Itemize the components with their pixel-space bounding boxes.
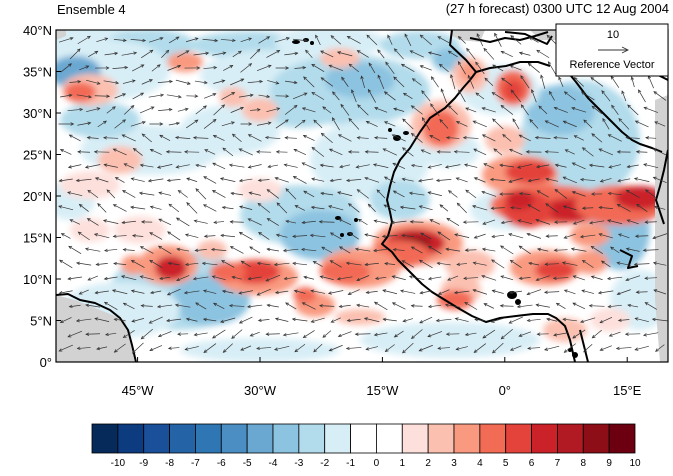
lat-tick-label: 35°N	[23, 65, 52, 80]
colorbar-cells	[92, 424, 635, 453]
colorbar-label: -9	[139, 458, 148, 469]
anomaly-patch	[505, 160, 555, 184]
lat-tick-label: 10°N	[23, 272, 52, 287]
colorbar-label: 9	[606, 458, 612, 469]
colorbar-label: -7	[191, 458, 200, 469]
lon-tick-label: 15°E	[613, 383, 642, 398]
colorbar-label: -4	[269, 458, 278, 469]
anomaly-patch	[320, 48, 360, 68]
anomaly-patch	[485, 126, 525, 154]
lon-tick-label: 45°W	[122, 383, 155, 398]
colorbar-cell	[402, 424, 428, 453]
reference-vector-label: Reference Vector	[570, 59, 655, 71]
colorbar-cell	[325, 424, 351, 453]
anomaly-patch	[445, 250, 495, 280]
lat-tick-label: 5°N	[30, 314, 52, 329]
colorbar-cell	[118, 424, 144, 453]
lat-tick-label: 25°N	[23, 148, 52, 163]
colorbar-label: -1	[346, 458, 355, 469]
anomaly-patch	[155, 256, 187, 280]
island-marker	[292, 40, 300, 44]
island-marker	[354, 218, 358, 222]
colorbar-cell	[351, 424, 377, 453]
colorbar-label: -8	[165, 458, 174, 469]
latitude-axis: 40°N 35°N 30°N 25°N 20°N 15°N 10°N 5°N 0°	[23, 23, 61, 370]
island-marker	[403, 131, 409, 135]
colorbar-label: -5	[243, 458, 252, 469]
reference-vector-value: 10	[607, 29, 619, 41]
colorbar-cell	[609, 424, 635, 453]
colorbar-cell	[299, 424, 325, 453]
colorbar-label: 5	[503, 458, 509, 469]
anomaly-patch	[70, 218, 110, 242]
colorbar-cell	[557, 424, 583, 453]
missing-data-area	[655, 95, 668, 362]
anomaly-patch	[219, 87, 247, 107]
anomaly-patch	[535, 260, 575, 280]
colorbar-label: 8	[581, 458, 587, 469]
colorbar-label: -10	[111, 458, 126, 469]
anomaly-patch	[570, 223, 610, 247]
island-marker	[340, 233, 344, 237]
anomaly-patch	[360, 322, 540, 358]
anomaly-patch	[60, 171, 120, 199]
longitude-axis: 45°W 30°W 15°W 0° 15°E	[122, 357, 642, 398]
anomaly-patch	[121, 255, 145, 275]
island-marker	[388, 128, 392, 132]
colorbar-cell	[454, 424, 480, 453]
colorbar-label: 4	[477, 458, 483, 469]
colorbar-label: -2	[320, 458, 329, 469]
colorbar-label: -6	[217, 458, 226, 469]
colorbar-cell	[195, 424, 221, 453]
colorbar-label: 3	[451, 458, 457, 469]
colorbar-label: 2	[425, 458, 431, 469]
colorbar-cell	[428, 424, 454, 453]
colorbar-label: 10	[629, 458, 641, 469]
colorbar-label: -3	[294, 458, 303, 469]
colorbar-cell	[273, 424, 299, 453]
colorbar-cell	[532, 424, 558, 453]
anomaly-patch	[293, 287, 317, 303]
forecast-time-title: (27 h forecast) 0300 UTC 12 Aug 2004	[446, 1, 669, 16]
lat-tick-label: 30°N	[23, 106, 52, 121]
colorbar-cell	[144, 424, 170, 453]
anomaly-patch	[503, 80, 523, 100]
island-marker	[515, 299, 521, 305]
lat-tick-label: 40°N	[23, 23, 52, 38]
colorbar-label: 6	[529, 458, 535, 469]
island-marker	[310, 41, 314, 45]
lon-tick-label: 15°W	[366, 383, 399, 398]
colorbar-cell	[247, 424, 273, 453]
island-marker	[572, 352, 578, 358]
colorbar-cell	[170, 424, 196, 453]
colorbar-cell	[480, 424, 506, 453]
anomaly-patch	[370, 180, 430, 220]
anomaly-patch	[60, 102, 140, 138]
lon-tick-label: 30°W	[244, 383, 277, 398]
anomaly-patch	[238, 178, 282, 202]
lat-tick-label: 0°	[40, 355, 52, 370]
colorbar-cell	[506, 424, 532, 453]
colorbar-label: 7	[555, 458, 561, 469]
anomaly-patch	[335, 309, 385, 325]
lat-tick-label: 20°N	[23, 189, 52, 204]
anomaly-patch	[64, 82, 96, 102]
colorbar-cell	[92, 424, 118, 453]
colorbar-cell	[376, 424, 402, 453]
island-marker	[568, 348, 572, 352]
colorbar-cell	[221, 424, 247, 453]
anomaly-patch	[114, 216, 166, 244]
lat-tick-label: 15°N	[23, 231, 52, 246]
colorbar-label: 1	[400, 458, 406, 469]
colorbar-cell	[583, 424, 609, 453]
colorbar-label: 0	[374, 458, 380, 469]
anomaly-patch	[320, 260, 370, 284]
lon-tick-label: 0°	[499, 383, 511, 398]
reference-vector-legend: 10 Reference Vector	[556, 24, 668, 76]
ensemble-title: Ensemble 4	[57, 2, 126, 17]
